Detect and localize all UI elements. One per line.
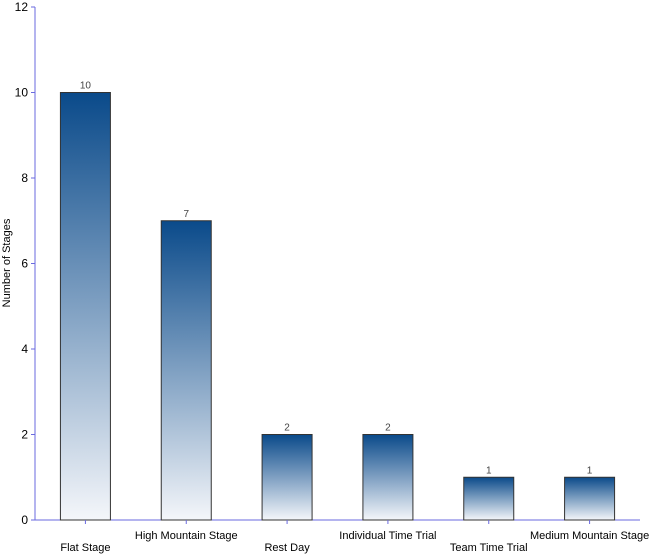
y-tick-label: 4 <box>21 342 28 356</box>
bar-series: 10 7 2 2 1 1 <box>59 81 616 521</box>
x-category-label: High Mountain Stage <box>135 530 238 542</box>
y-axis-ticks: 0 2 4 6 8 10 12 <box>15 0 35 527</box>
bar-flat-stage <box>59 92 111 521</box>
bar-value-label: 1 <box>587 465 593 476</box>
bar-medium-mountain-stage <box>564 476 616 521</box>
y-axis-title: Number of Stages <box>1 218 13 307</box>
y-tick-label: 6 <box>21 257 28 271</box>
y-tick-label: 8 <box>21 171 28 185</box>
x-category-label: Medium Mountain Stage <box>530 530 649 542</box>
y-tick-label: 10 <box>15 86 29 100</box>
bar-value-label: 2 <box>385 423 391 434</box>
bar-value-label: 1 <box>486 465 492 476</box>
y-tick-label: 0 <box>21 513 28 527</box>
bar-value-label: 10 <box>80 81 92 92</box>
x-category-label: Rest Day <box>264 542 310 554</box>
bar-high-mountain-stage <box>160 220 212 521</box>
bar-individual-time-trial <box>362 434 414 521</box>
y-tick-label: 2 <box>21 428 28 442</box>
bar-value-label: 2 <box>284 423 290 434</box>
x-category-label: Team Time Trial <box>450 542 528 554</box>
x-category-label: Individual Time Trial <box>339 530 436 542</box>
bar-team-time-trial <box>463 476 515 521</box>
x-category-label: Flat Stage <box>60 542 110 554</box>
y-tick-label: 12 <box>15 0 29 14</box>
bar-rest-day <box>261 434 313 521</box>
x-axis-ticks: Flat Stage High Mountain Stage Rest Day Ind… <box>60 520 649 554</box>
bar-value-label: 7 <box>183 209 189 220</box>
